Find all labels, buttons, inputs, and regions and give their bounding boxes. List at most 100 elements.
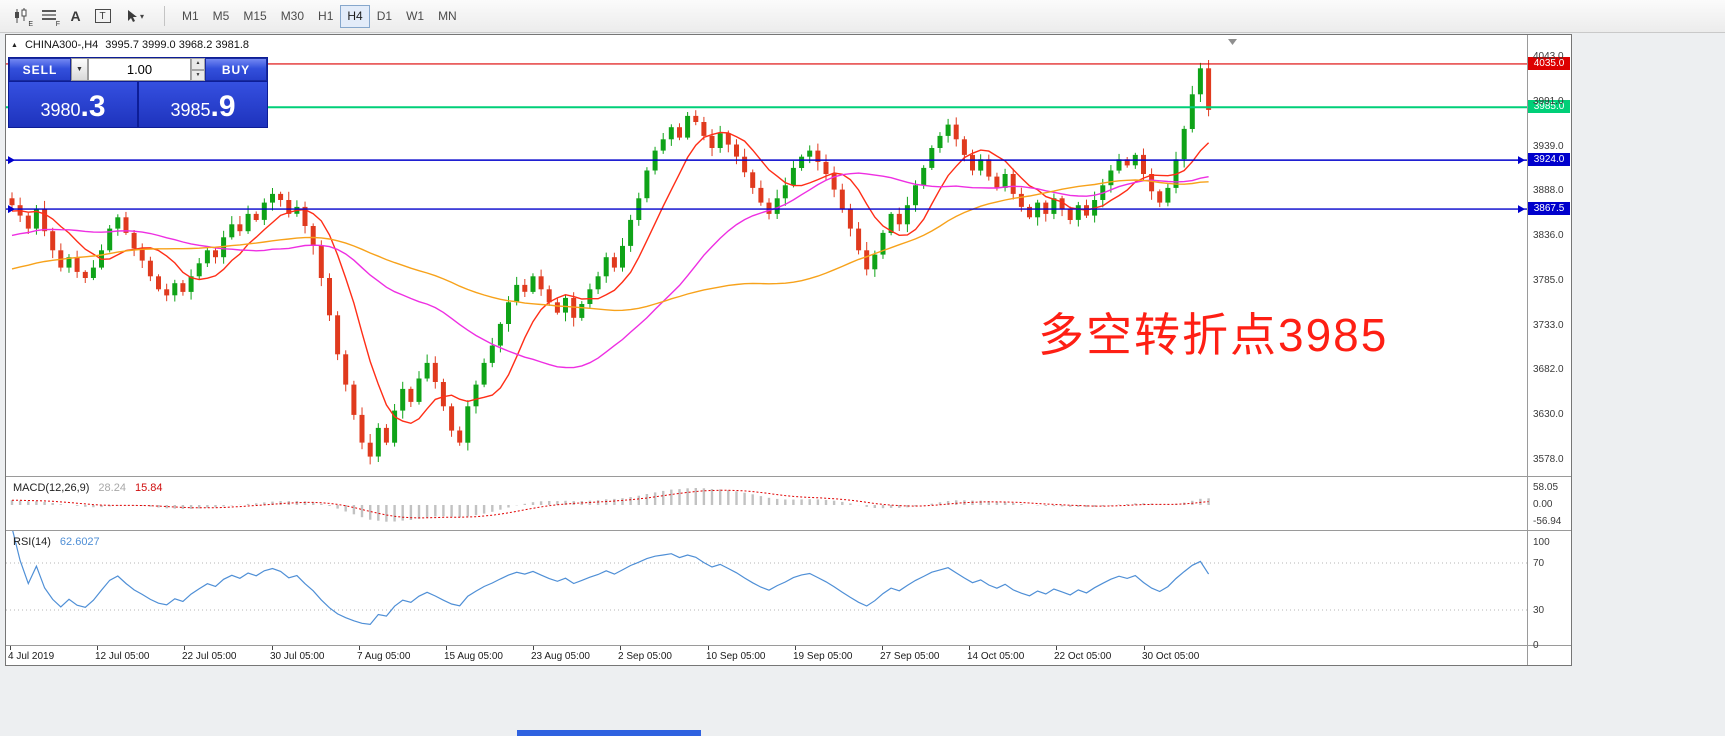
timeframe-bar: M1 M5 M15 M30 H1 H4 D1 W1 MN <box>175 4 464 28</box>
text-label-icon[interactable]: T <box>89 4 116 29</box>
taskbar-peek <box>517 730 701 736</box>
time-axis-label: 10 Sep 05:00 <box>706 651 766 662</box>
price-axis-divider <box>1527 35 1528 665</box>
chart-style-icon[interactable]: E <box>8 4 35 29</box>
price-axis-label: 3888.0 <box>1533 185 1564 196</box>
chevron-down-icon: ▾ <box>139 11 144 21</box>
price-axis[interactable]: 4035.0 3985.0 3924.0 3867.5 4043.0 3991.0 3939… <box>1528 35 1571 665</box>
rsi-axis-label: 70 <box>1533 558 1545 569</box>
ohlc-values: 3995.7 3999.0 3968.2 3981.8 <box>105 39 250 51</box>
price-axis-label: 3733.0 <box>1533 320 1564 331</box>
timeframe-m30-button[interactable]: M30 <box>274 5 311 28</box>
candlestick-glyph <box>14 8 26 23</box>
buy-price-main: 3985 <box>170 100 211 120</box>
trade-prices-row: 3980 .3 3985 .9 <box>9 82 267 127</box>
rsi-panel-chart[interactable] <box>6 531 1527 645</box>
collapse-icon[interactable]: ▲ <box>11 41 18 49</box>
text-label-box: T <box>94 9 111 23</box>
rsi-name: RSI(14) <box>13 536 51 548</box>
macd-panel-chart[interactable] <box>6 477 1527 530</box>
time-axis-tick <box>795 646 796 650</box>
time-axis-tick <box>1144 646 1145 650</box>
buy-price-pips: .9 <box>210 90 236 123</box>
rsi-axis-label: 30 <box>1533 605 1545 616</box>
macd-axis-label: 0.00 <box>1533 499 1553 510</box>
time-axis[interactable]: 4 Jul 2019 12 Jul 05:00 22 Jul 05:00 30 Jul… <box>6 646 1527 665</box>
buy-button[interactable]: BUY <box>205 58 267 81</box>
text-a-icon[interactable]: A <box>62 4 89 29</box>
time-axis-tick <box>533 646 534 650</box>
rsi-axis-label: 100 <box>1533 537 1550 548</box>
buy-price-display[interactable]: 3985 .9 <box>139 82 267 127</box>
rsi-axis-label: 0 <box>1533 640 1539 651</box>
time-axis-label: 22 Oct 05:00 <box>1054 651 1112 662</box>
rsi-label-row: RSI(14) 62.6027 <box>13 536 100 548</box>
time-axis-label: 2 Sep 05:00 <box>618 651 672 662</box>
volume-increase-button[interactable]: ▲ <box>191 58 205 70</box>
price-axis-label: 3630.0 <box>1533 409 1564 420</box>
time-axis-tick <box>184 646 185 650</box>
chart-title: ▲ CHINA300-,H4 3995.7 3999.0 3968.2 3981… <box>11 39 249 51</box>
price-axis-label: 3939.0 <box>1533 141 1564 152</box>
toolbar-separator <box>164 6 165 26</box>
symbol-label: CHINA300-,H4 <box>24 39 99 51</box>
time-axis-tick <box>882 646 883 650</box>
timeframe-w1-button[interactable]: W1 <box>399 5 431 28</box>
toolbar: E F A T ▾ M1 M5 M15 M30 H1 H4 D1 W1 MN <box>0 0 1725 33</box>
icon-sub-f: F <box>55 20 60 28</box>
price-axis-label: 3785.0 <box>1533 275 1564 286</box>
sell-price-display[interactable]: 3980 .3 <box>9 82 137 127</box>
indicator-list-icon[interactable]: F <box>35 4 62 29</box>
cursor-glyph <box>127 9 137 22</box>
time-axis-label: 12 Jul 05:00 <box>95 651 150 662</box>
price-level-tag: 3985.0 <box>1528 100 1570 113</box>
time-axis-label: 23 Aug 05:00 <box>531 651 590 662</box>
time-axis-tick <box>620 646 621 650</box>
timeframe-h4-button[interactable]: H4 <box>340 4 370 28</box>
time-axis-label: 27 Sep 05:00 <box>880 651 940 662</box>
time-axis-label: 14 Oct 05:00 <box>967 651 1025 662</box>
price-level-tag: 3924.0 <box>1528 153 1570 166</box>
sell-price-main: 3980 <box>40 100 81 120</box>
volume-input[interactable] <box>88 58 191 81</box>
one-click-trading-panel: SELL ▼ ▲ ▼ BUY 3980 .3 3985 .9 <box>8 57 268 128</box>
draw-tools-icon[interactable]: ▾ <box>116 4 154 29</box>
macd-signal-value: 15.84 <box>134 482 163 494</box>
time-axis-tick <box>446 646 447 650</box>
timeframe-mn-button[interactable]: MN <box>431 5 464 28</box>
time-axis-tick <box>97 646 98 650</box>
time-axis-label: 15 Aug 05:00 <box>444 651 503 662</box>
timeframe-m1-button[interactable]: M1 <box>175 5 206 28</box>
price-level-tag: 3867.5 <box>1528 202 1570 215</box>
price-level-tag: 4035.0 <box>1528 57 1570 70</box>
time-axis-tick <box>359 646 360 650</box>
panel-separator <box>6 530 1571 531</box>
icon-sub-e: E <box>28 20 33 28</box>
price-axis-label: 3682.0 <box>1533 364 1564 375</box>
time-axis-tick <box>1056 646 1057 650</box>
sell-button[interactable]: SELL <box>9 58 71 81</box>
sell-price-pips: .3 <box>80 90 106 123</box>
time-axis-label: 30 Jul 05:00 <box>270 651 325 662</box>
volume-options-button[interactable]: ▼ <box>71 58 88 81</box>
time-axis-label: 7 Aug 05:00 <box>357 651 411 662</box>
timeframe-m5-button[interactable]: M5 <box>206 5 237 28</box>
price-axis-label: 3836.0 <box>1533 230 1564 241</box>
time-axis-label: 22 Jul 05:00 <box>182 651 237 662</box>
time-axis-tick <box>10 646 11 650</box>
macd-main-value: 28.24 <box>98 482 126 494</box>
timeframe-d1-button[interactable]: D1 <box>370 5 399 28</box>
price-axis-label: 4043.0 <box>1533 51 1564 62</box>
panel-separator <box>6 476 1571 477</box>
time-axis-tick <box>272 646 273 650</box>
macd-axis-label: 58.05 <box>1533 482 1559 493</box>
price-axis-label: 3991.0 <box>1533 96 1564 107</box>
chart-annotation[interactable]: 多空转折点3985 <box>1038 309 1389 361</box>
time-axis-label: 30 Oct 05:00 <box>1142 651 1200 662</box>
timeframe-h1-button[interactable]: H1 <box>311 5 340 28</box>
volume-stepper: ▲ ▼ <box>191 58 205 81</box>
timeframe-m15-button[interactable]: M15 <box>236 5 273 28</box>
volume-decrease-button[interactable]: ▼ <box>191 69 205 81</box>
trade-controls-row: SELL ▼ ▲ ▼ BUY <box>9 58 267 81</box>
